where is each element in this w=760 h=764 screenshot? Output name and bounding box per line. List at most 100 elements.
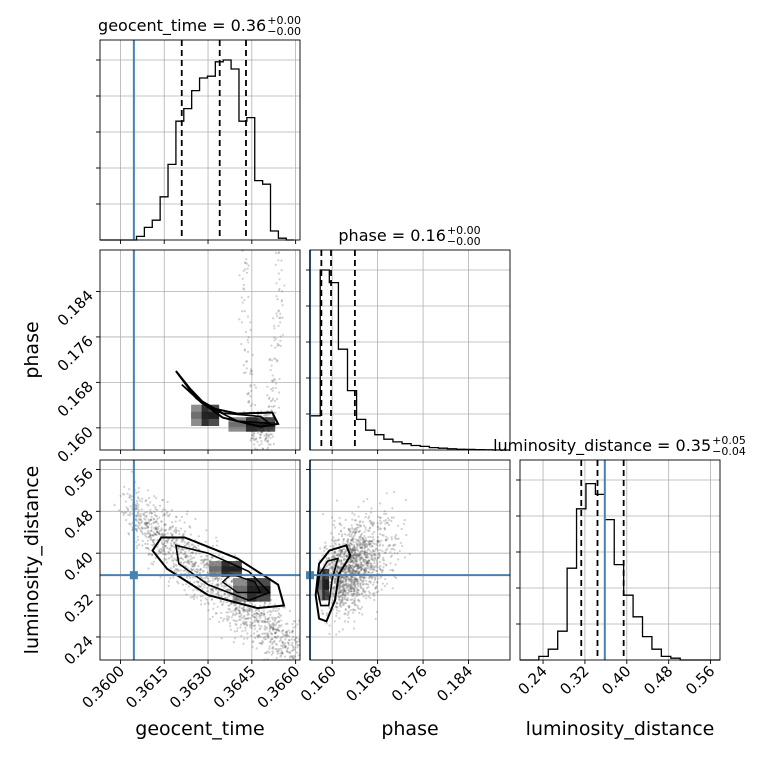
scatter-point (270, 409, 273, 412)
scatter-point (215, 612, 218, 615)
scatter-point (259, 453, 261, 455)
scatter-point (267, 405, 270, 408)
scatter-point (253, 632, 256, 635)
scatter-point (385, 564, 388, 567)
scatter-point (380, 588, 383, 591)
scatter-point (229, 625, 232, 628)
scatter-point (163, 533, 166, 536)
scatter-point (220, 611, 223, 615)
scatter-point (285, 115, 287, 117)
scatter-point (360, 592, 363, 595)
scatter-point (294, 625, 297, 628)
scatter-point (244, 330, 248, 334)
scatter-point (253, 384, 256, 387)
scatter-point (259, 436, 262, 439)
scatter-point (163, 529, 166, 532)
scatter-point (365, 512, 368, 516)
scatter-point (274, 647, 277, 651)
scatter-point (350, 594, 354, 597)
scatter-point (362, 563, 365, 567)
grid-1-2 (310, 460, 510, 660)
scatter-point (153, 513, 157, 516)
scatter-point (223, 596, 227, 599)
scatter-point (261, 620, 264, 623)
scatter-point (355, 570, 358, 574)
scatter-point (270, 632, 273, 636)
scatter-point (157, 525, 160, 528)
scatter-point (279, 339, 282, 342)
scatter-point (373, 578, 377, 581)
scatter-point (203, 558, 206, 561)
scatter-point (281, 122, 283, 124)
scatter-point (335, 577, 338, 580)
scatter-point (358, 565, 362, 568)
scatter-point (367, 571, 370, 574)
scatter-point (348, 564, 351, 567)
scatter-point (359, 561, 362, 564)
scatter-point (391, 547, 394, 550)
scatter-point (347, 579, 350, 582)
scatter-point (376, 540, 380, 543)
scatter-point (367, 517, 370, 520)
scatter-point (172, 565, 175, 568)
scatter-point (370, 522, 373, 525)
scatter-point (150, 512, 154, 515)
scatter-point (359, 557, 362, 560)
scatter-point (370, 507, 373, 510)
scatter-point (369, 540, 372, 543)
scatter-point (282, 160, 284, 162)
scatter-point (397, 558, 400, 561)
scatter-point (342, 593, 345, 596)
scatter-point (359, 578, 363, 581)
scatter-phase_vs_luminosity_distance (314, 491, 411, 636)
scatter-point (338, 554, 341, 558)
scatter-point (352, 569, 355, 572)
scatter-point (349, 587, 352, 590)
scatter-point (230, 610, 233, 613)
scatter-point (365, 542, 368, 546)
scatter-point (364, 559, 368, 562)
scatter-point (171, 539, 174, 542)
scatter-point (337, 565, 340, 568)
scatter-point (181, 547, 184, 551)
scatter-point (178, 519, 181, 522)
scatter-point (381, 558, 384, 561)
scatter-point (280, 654, 283, 657)
scatter-point (273, 623, 276, 626)
scatter-point (263, 638, 266, 641)
scatter-point (360, 569, 363, 572)
scatter-point (346, 564, 350, 568)
scatter-point (351, 553, 354, 556)
scatter-point (163, 550, 166, 553)
scatter-point (273, 635, 277, 638)
scatter-point (332, 564, 336, 567)
scatter-point (351, 608, 355, 611)
x-tick-label: 0.56 (682, 662, 718, 698)
scatter-point (337, 539, 340, 542)
scatter-point (296, 623, 299, 626)
scatter-point (384, 577, 387, 581)
scatter-point (164, 508, 167, 511)
scatter-point (382, 562, 386, 565)
scatter-point (379, 568, 382, 571)
scatter-point (201, 595, 204, 598)
scatter-point (247, 613, 250, 616)
scatter-point (359, 607, 362, 611)
scatter-point (162, 543, 165, 546)
scatter-point (170, 539, 173, 543)
scatter-point (353, 590, 356, 593)
scatter-point (163, 542, 166, 545)
scatter-point (137, 503, 140, 507)
scatter-point (392, 569, 395, 572)
scatter-point (194, 552, 198, 555)
scatter-point (197, 584, 200, 587)
scatter-point (137, 486, 140, 490)
scatter-point (253, 438, 257, 441)
scatter-point (273, 619, 276, 622)
scatter-point (365, 594, 368, 597)
scatter-point (181, 583, 185, 586)
scatter-point (254, 404, 257, 407)
scatter-point (184, 555, 187, 558)
scatter-point (240, 607, 243, 610)
scatter-point (185, 543, 188, 546)
